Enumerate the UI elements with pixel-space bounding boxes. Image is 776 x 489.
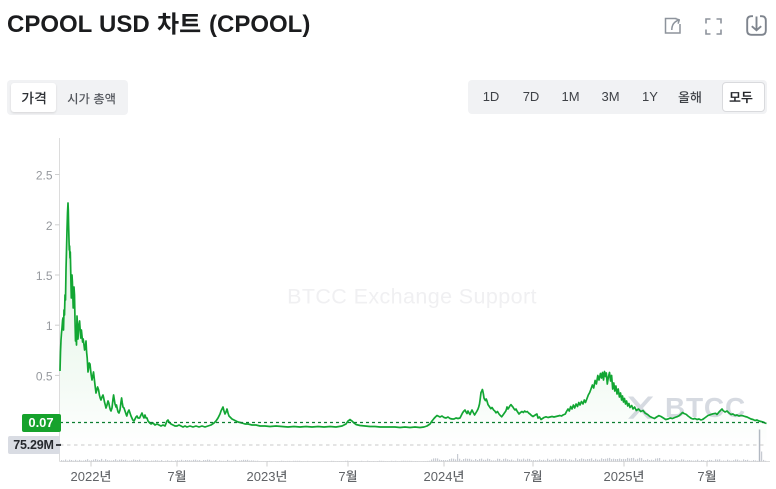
svg-text:1.5: 1.5 — [36, 269, 53, 283]
svg-text:7: 7 — [523, 469, 530, 484]
svg-text:7: 7 — [697, 469, 704, 484]
svg-text:7: 7 — [338, 469, 345, 484]
svg-text:2: 2 — [46, 219, 53, 233]
svg-text:2025: 2025 — [604, 469, 633, 484]
svg-text:2022: 2022 — [71, 469, 100, 484]
svg-text:2.5: 2.5 — [36, 169, 53, 183]
svg-text:1: 1 — [46, 319, 53, 333]
svg-text:2024: 2024 — [424, 469, 453, 484]
svg-text:2023: 2023 — [247, 469, 276, 484]
svg-text:7: 7 — [167, 469, 174, 484]
svg-text:0.5: 0.5 — [36, 369, 53, 383]
svg-text:BTCC Exchange Support: BTCC Exchange Support — [287, 285, 537, 309]
